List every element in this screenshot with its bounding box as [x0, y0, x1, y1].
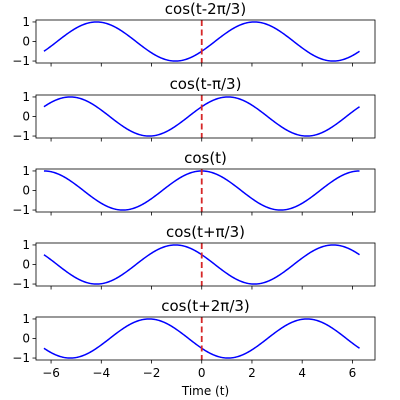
subplot-3: cos(t) −1 0 1 — [12, 149, 376, 217]
x-tick-label: −2 — [143, 366, 161, 380]
y-tick-label: −1 — [12, 54, 30, 68]
subplot-5: cos(t+2π/3) −1 0 1 −6 −4 −2 0 2 4 6 Time (t) — [12, 297, 376, 398]
y-tick-label: 0 — [22, 110, 30, 124]
x-tick-label: −6 — [42, 366, 60, 380]
y-tick-label: 1 — [22, 238, 30, 252]
y-tick-label: 0 — [22, 35, 30, 49]
y-tick-label: 0 — [22, 184, 30, 198]
subplot-2: cos(t-π/3) −1 0 1 — [12, 75, 376, 143]
x-tick-label: 6 — [349, 366, 357, 380]
y-tick-label: 1 — [22, 164, 30, 178]
axes-frame — [35, 242, 376, 287]
subplot-title: cos(t-π/3) — [170, 75, 242, 93]
y-tick-label: 1 — [22, 15, 30, 29]
subplot-4: cos(t+π/3) −1 0 1 — [12, 223, 376, 291]
y-tick-label: 1 — [22, 312, 30, 326]
y-tick-label: −1 — [12, 277, 30, 291]
subplot-title: cos(t) — [184, 149, 227, 167]
subplot-title: cos(t-2π/3) — [165, 0, 246, 18]
y-tick-label: −1 — [12, 351, 30, 365]
axes-frame — [35, 168, 376, 213]
x-tick-label: 2 — [248, 366, 256, 380]
x-tick-label: 0 — [198, 366, 206, 380]
subplot-1: cos(t-2π/3) −1 0 1 — [12, 0, 376, 68]
y-tick-label: −1 — [12, 129, 30, 143]
x-axis-label: Time (t) — [181, 384, 229, 398]
x-tick-label: −4 — [92, 366, 110, 380]
axes-frame — [35, 19, 376, 64]
x-tick-label: 4 — [298, 366, 306, 380]
subplot-title: cos(t+π/3) — [166, 223, 245, 241]
y-tick-label: 1 — [22, 90, 30, 104]
y-tick-label: 0 — [22, 332, 30, 346]
subplot-title: cos(t+2π/3) — [161, 297, 250, 315]
y-tick-label: −1 — [12, 203, 30, 217]
y-tick-label: 0 — [22, 258, 30, 272]
